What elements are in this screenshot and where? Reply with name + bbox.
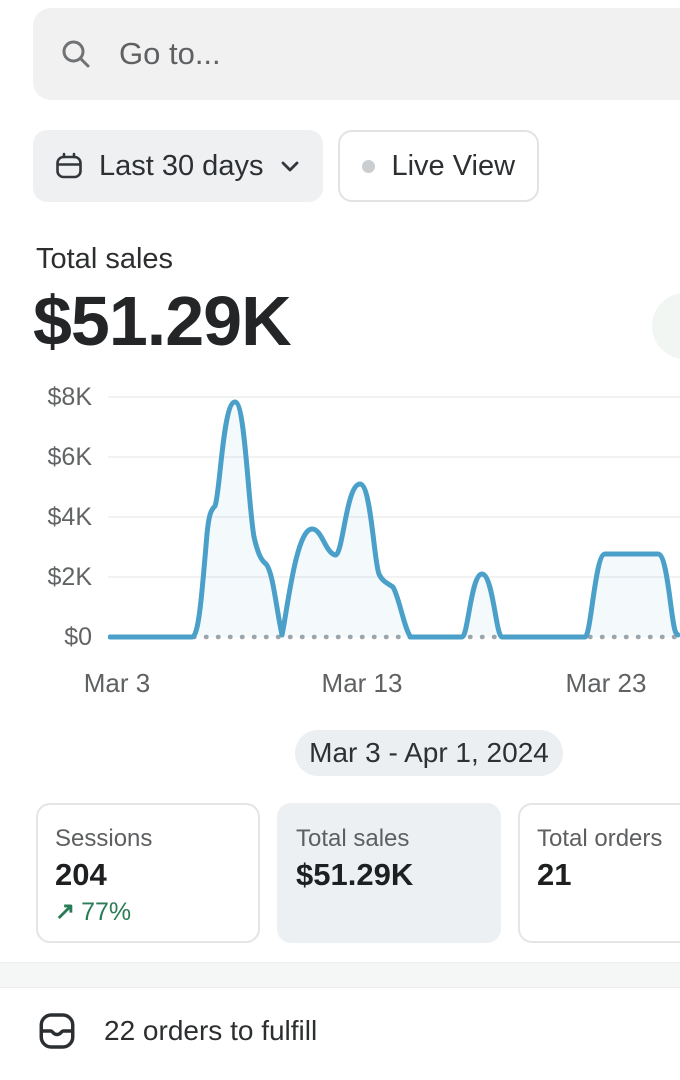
live-view-label: Live View [391,149,516,182]
stat-card-value: 21 [537,857,572,892]
stat-card-total-sales[interactable]: Total sales $51.29K [277,803,501,943]
search-bar[interactable] [33,8,680,100]
x-tick-mar3: Mar 3 [83,668,151,698]
toolbar: Last 30 days Live View [33,130,540,202]
trend-up-icon: ↗ [55,898,76,925]
chevron-down-icon [282,161,299,172]
stat-card-label: Sessions [55,825,153,852]
stat-cards-row: Sessions 204 ↗ 77% Total sales $51.29K T… [36,803,680,943]
stat-card-label: Total sales [296,825,410,852]
chart-area-fill [110,402,678,637]
delta-value: 77% [81,898,132,926]
date-range-pill: Mar 3 - Apr 1, 2024 [295,730,563,776]
stat-card-label: Total orders [537,825,663,852]
y-tick-0: $0 [64,623,92,651]
live-status-dot-icon [362,159,376,173]
y-tick-6k: $6K [47,443,92,471]
y-tick-2k: $2K [47,563,92,591]
date-range-button[interactable]: Last 30 days [33,130,324,202]
partial-circle-decoration [652,293,680,359]
section-divider [0,962,680,988]
stat-card-delta: ↗ 77% [55,897,241,927]
chart-gridlines [108,396,680,578]
metric-value: $51.29K [33,282,292,360]
metric-title: Total sales [36,243,174,275]
orders-box-icon [39,1013,75,1049]
stat-card-value: $51.29K [296,857,414,892]
x-tick-mar13: Mar 13 [321,668,403,698]
stat-card-sessions[interactable]: Sessions 204 ↗ 77% [36,803,260,943]
search-input[interactable] [117,35,656,73]
search-icon [62,40,90,68]
chart-line [108,399,680,640]
calendar-icon [56,152,82,179]
stat-card-total-orders[interactable]: Total orders 21 [518,803,680,943]
y-tick-8k: $8K [47,383,92,411]
y-tick-4k: $4K [47,503,92,531]
stat-card-value: 204 [55,857,107,892]
orders-to-fulfill-row[interactable]: 22 orders to fulfill [0,1000,680,1062]
x-tick-mar23: Mar 23 [565,668,647,698]
total-sales-area-chart[interactable] [108,382,680,642]
date-range-label: Last 30 days [99,149,264,182]
live-view-button[interactable]: Live View [338,130,540,202]
orders-to-fulfill-label: 22 orders to fulfill [104,1015,318,1046]
